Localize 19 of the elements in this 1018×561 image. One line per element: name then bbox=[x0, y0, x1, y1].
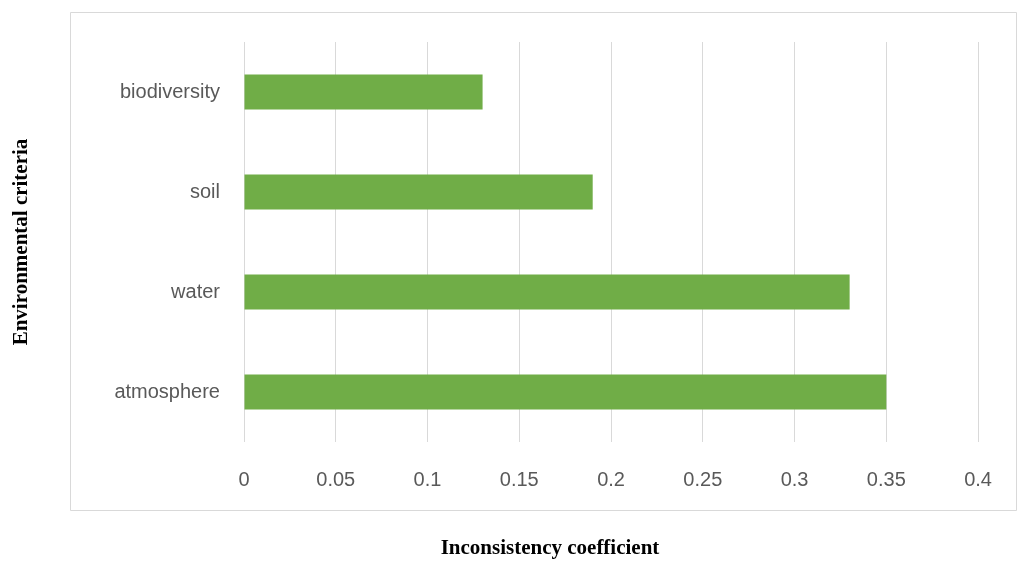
x-tick-label: 0 bbox=[238, 467, 250, 490]
x-tick-label: 0.3 bbox=[780, 467, 809, 490]
y-tick-label: water bbox=[170, 279, 221, 302]
x-tick-label: 0.1 bbox=[413, 467, 442, 490]
x-axis-title: Inconsistency coefficient bbox=[440, 535, 660, 560]
x-tick-label: 0.4 bbox=[964, 467, 992, 490]
x-tick-label: 0.05 bbox=[316, 467, 356, 490]
bar bbox=[244, 174, 593, 210]
y-tick-label: biodiversity bbox=[119, 79, 220, 102]
y-tick-label: atmosphere bbox=[114, 379, 220, 402]
x-tick-label: 0.2 bbox=[597, 467, 625, 490]
y-axis-title: Environmental criteria bbox=[8, 138, 33, 346]
bar bbox=[244, 374, 887, 410]
bar bbox=[244, 74, 483, 110]
bar bbox=[244, 274, 850, 310]
x-tick-label: 0.35 bbox=[866, 467, 906, 490]
y-tick-label: soil bbox=[189, 179, 220, 202]
x-tick-label: 0.25 bbox=[683, 467, 723, 490]
x-tick-label: 0.15 bbox=[499, 467, 539, 490]
